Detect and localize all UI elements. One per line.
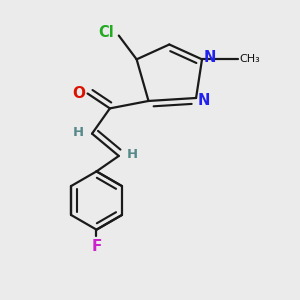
Text: CH₃: CH₃	[239, 54, 260, 64]
Text: N: N	[198, 93, 210, 108]
Text: N: N	[203, 50, 216, 65]
Text: H: H	[127, 148, 138, 161]
Text: F: F	[91, 239, 102, 254]
Text: Cl: Cl	[99, 25, 114, 40]
Text: O: O	[72, 86, 85, 101]
Text: H: H	[73, 126, 84, 139]
